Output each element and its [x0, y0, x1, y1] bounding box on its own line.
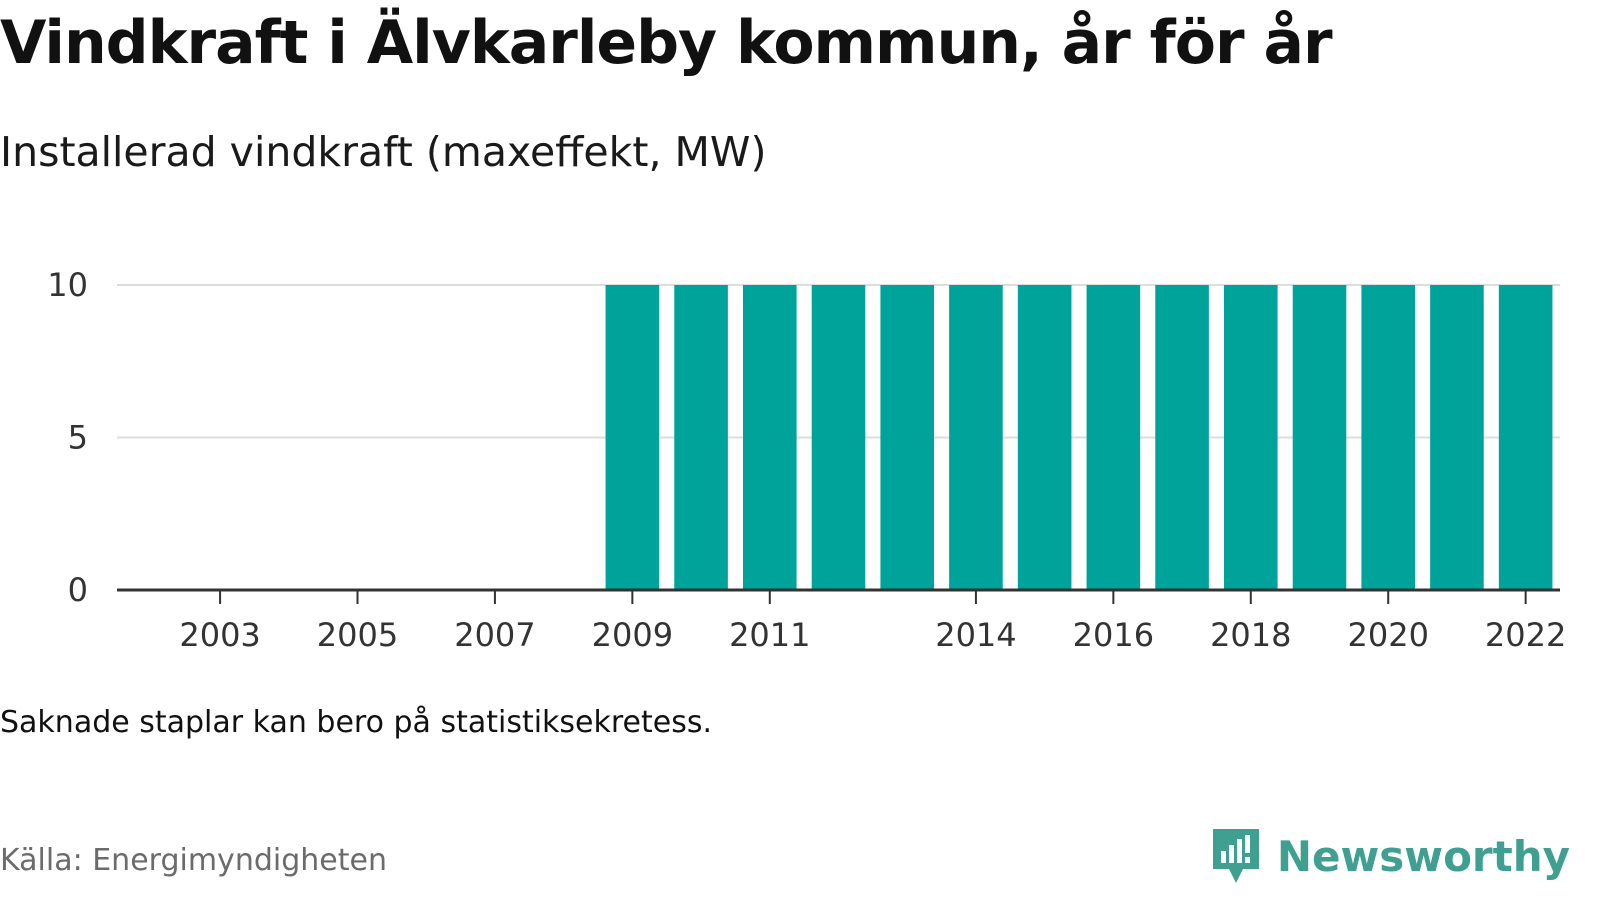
y-tick-label: 5: [68, 419, 88, 457]
x-tick-label: 2018: [1210, 616, 1291, 654]
x-tick-label: 2003: [179, 616, 260, 654]
x-tick-label: 2005: [317, 616, 398, 654]
brand-name: Newsworthy: [1276, 831, 1570, 881]
source-text: Källa: Energimyndigheten: [0, 843, 387, 878]
x-tick-label: 2020: [1347, 616, 1428, 654]
bar-2020: [1361, 285, 1416, 590]
bar-2016: [1086, 285, 1141, 590]
x-tick-label: 2016: [1073, 616, 1154, 654]
axes: 0 5 10 2003 2005 2007 2009 2011 2014 2016 2018 2020…: [47, 266, 1566, 654]
bar-2015: [1017, 285, 1072, 590]
y-tick-label: 0: [68, 571, 88, 609]
chart-title: Vindkraft i Älvkarleby kommun, år för år: [0, 8, 1333, 78]
bar-chart-svg: 0 5 10 2003 2005 2007 2009 2011 2014 2016 2018 2020…: [47, 266, 1566, 654]
bar-2011: [742, 285, 797, 590]
bar-2012: [811, 285, 866, 590]
chart-subtitle: Installerad vindkraft (maxeffekt, MW): [0, 128, 767, 176]
bar-2017: [1155, 285, 1209, 590]
x-tick-label: 2009: [592, 616, 673, 654]
bar-chart: 0 5 10 2003 2005 2007 2009 2011 2014 2016 2018 2020…: [0, 250, 1600, 670]
x-tick-label: 2014: [935, 616, 1016, 654]
x-tick-label: 2007: [454, 616, 535, 654]
bar-2022: [1498, 285, 1553, 590]
newsworthy-logo-icon: [1212, 829, 1259, 883]
brand-logo: Newsworthy: [1211, 826, 1570, 886]
x-tick-label: 2022: [1485, 616, 1566, 654]
bars: [605, 285, 1553, 590]
x-tick-label: 2011: [729, 616, 810, 654]
bar-2009: [605, 285, 660, 590]
bar-2021: [1430, 285, 1484, 590]
bar-2018: [1223, 285, 1278, 590]
footnote: Saknade staplar kan bero på statistiksek…: [0, 705, 713, 740]
bar-2019: [1292, 285, 1347, 590]
y-tick-label: 10: [47, 266, 88, 304]
bar-2014: [949, 285, 1003, 590]
bar-2013: [880, 285, 935, 590]
bar-2010: [674, 285, 728, 590]
